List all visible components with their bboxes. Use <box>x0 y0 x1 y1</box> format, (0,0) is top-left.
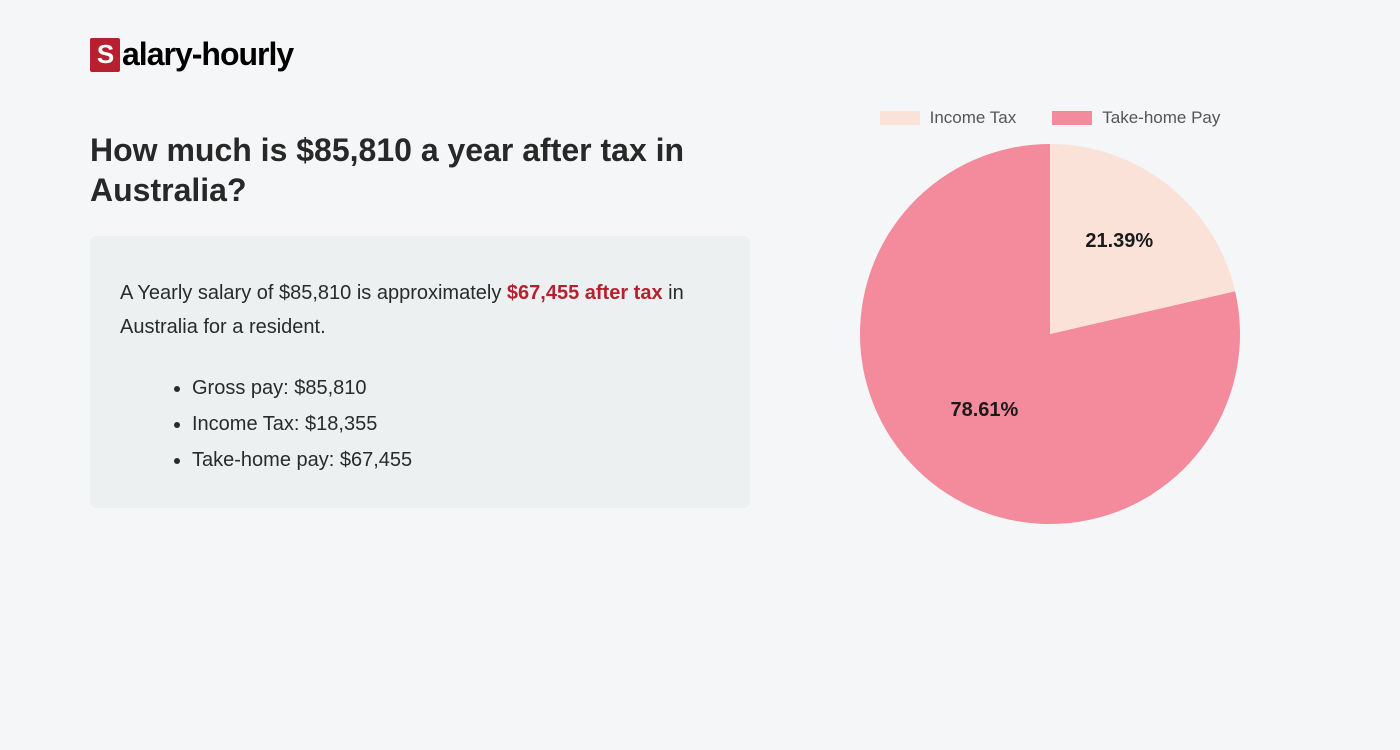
site-logo: Salary-hourly <box>90 36 293 73</box>
legend-income-tax: Income Tax <box>880 108 1017 128</box>
summary-bullets: Gross pay: $85,810 Income Tax: $18,355 T… <box>120 370 720 478</box>
page-title: How much is $85,810 a year after tax in … <box>90 130 750 210</box>
bullet-tax: Income Tax: $18,355 <box>192 406 720 442</box>
bullet-take-home: Take-home pay: $67,455 <box>192 442 720 478</box>
pie-chart: 21.39% 78.61% <box>860 144 1240 524</box>
logo-s-icon: S <box>90 38 120 72</box>
legend-label-tax: Income Tax <box>930 108 1017 128</box>
legend-swatch-tax <box>880 111 920 125</box>
summary-box: A Yearly salary of $85,810 is approximat… <box>90 236 750 508</box>
logo-text: alary-hourly <box>122 36 293 73</box>
pie-chart-area: Income Tax Take-home Pay 21.39% 78.61% <box>840 108 1260 524</box>
legend-label-home: Take-home Pay <box>1102 108 1220 128</box>
summary-highlight: $67,455 after tax <box>507 282 663 304</box>
bullet-gross: Gross pay: $85,810 <box>192 370 720 406</box>
chart-legend: Income Tax Take-home Pay <box>840 108 1260 128</box>
pie-label-home: 78.61% <box>950 399 1018 422</box>
summary-text: A Yearly salary of $85,810 is approximat… <box>120 276 720 344</box>
pie-svg <box>860 144 1240 524</box>
summary-prefix: A Yearly salary of $85,810 is approximat… <box>120 282 507 304</box>
legend-take-home: Take-home Pay <box>1052 108 1220 128</box>
legend-swatch-home <box>1052 111 1092 125</box>
pie-label-tax: 21.39% <box>1085 230 1153 253</box>
